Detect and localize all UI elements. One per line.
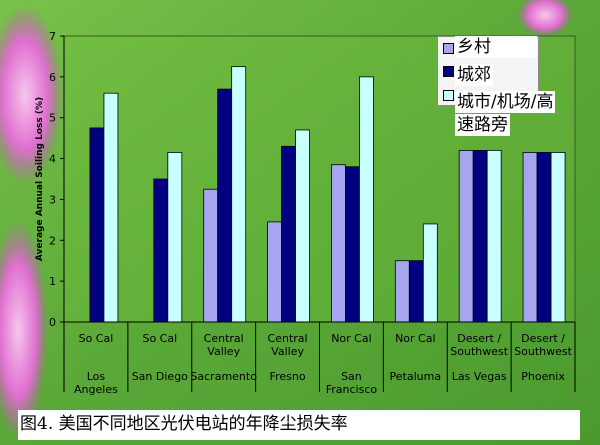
x-city-label: San: [341, 370, 362, 383]
bar-rural: [331, 164, 346, 323]
bar-rural: [394, 260, 410, 323]
bar-urban: [103, 92, 119, 323]
figure-caption: 图4. 美国不同地区光伏电站的年降尘损失率: [18, 410, 580, 440]
bar-urban: [231, 66, 247, 323]
legend-label-suburban: 城郊: [455, 64, 493, 86]
flower-blossom-bottom: [0, 220, 48, 440]
y-tick-label: 1: [49, 275, 56, 288]
x-city-label: Francisco: [326, 383, 378, 396]
x-city-label: Las Vegas: [452, 370, 507, 383]
x-region-label: Central: [204, 332, 244, 345]
bar-urban: [295, 129, 310, 323]
y-tick-label: 7: [49, 30, 56, 43]
x-city-label: Los: [87, 370, 106, 383]
legend-label-rural: 乡村: [455, 36, 537, 58]
x-city-label: San Diego: [132, 370, 188, 383]
x-region-label: So Cal: [79, 332, 114, 345]
bar-rural: [203, 188, 219, 323]
bar-rural: [458, 149, 474, 323]
bar-rural: [522, 152, 538, 323]
legend-label-urban-line2: 速路旁: [455, 114, 510, 136]
bar-suburban: [89, 127, 105, 323]
legend-swatch-suburban: [443, 66, 454, 77]
y-tick-label: 5: [49, 112, 56, 125]
x-region-label: Southwest: [450, 345, 508, 358]
x-city-label: Phoenix: [521, 370, 565, 383]
x-region-label: Valley: [207, 345, 240, 358]
legend-swatch-urban: [443, 90, 454, 101]
y-tick-label: 6: [49, 71, 56, 84]
bar-suburban: [153, 178, 169, 323]
x-region-label: Desert /: [457, 332, 501, 345]
bar-suburban: [281, 145, 296, 323]
legend-label-urban-line1: 城市/机场/高: [455, 91, 556, 113]
bar-suburban: [472, 149, 488, 323]
y-tick-label: 0: [49, 316, 56, 329]
bar-suburban: [536, 152, 552, 323]
bar-suburban: [408, 260, 424, 323]
bar-suburban: [345, 166, 360, 323]
x-city-label: Sacramento: [190, 370, 257, 383]
x-region-label: Nor Cal: [395, 332, 435, 345]
x-region-label: Nor Cal: [331, 332, 371, 345]
flower-blossom-corner: [517, 0, 573, 37]
flower-blossom-top: [0, 5, 63, 185]
x-region-label: So Cal: [142, 332, 177, 345]
y-tick-label: 4: [49, 153, 56, 166]
x-city-label: Fresno: [270, 370, 306, 383]
x-region-label: Desert /: [521, 332, 565, 345]
x-region-label: Southwest: [514, 345, 572, 358]
bar-urban: [359, 76, 374, 323]
x-city-label: Petaluma: [390, 370, 442, 383]
x-region-label: Central: [268, 332, 308, 345]
bar-rural: [267, 221, 282, 323]
x-city-label: Angeles: [74, 383, 118, 396]
legend-swatch-rural: [443, 43, 454, 54]
bar-urban: [422, 223, 438, 323]
y-tick-label: 2: [49, 234, 56, 247]
y-axis-title: Average Annual Soiling Loss (%): [35, 97, 45, 261]
y-axis: 0 1 2 3 4 5 6 7: [49, 30, 65, 329]
y-tick-label: 3: [49, 193, 56, 206]
bar-urban: [486, 149, 502, 323]
bar-urban: [167, 152, 183, 323]
bar-suburban: [217, 88, 233, 323]
x-region-label: Valley: [271, 345, 304, 358]
bars: [89, 66, 566, 323]
bar-urban: [550, 152, 566, 323]
